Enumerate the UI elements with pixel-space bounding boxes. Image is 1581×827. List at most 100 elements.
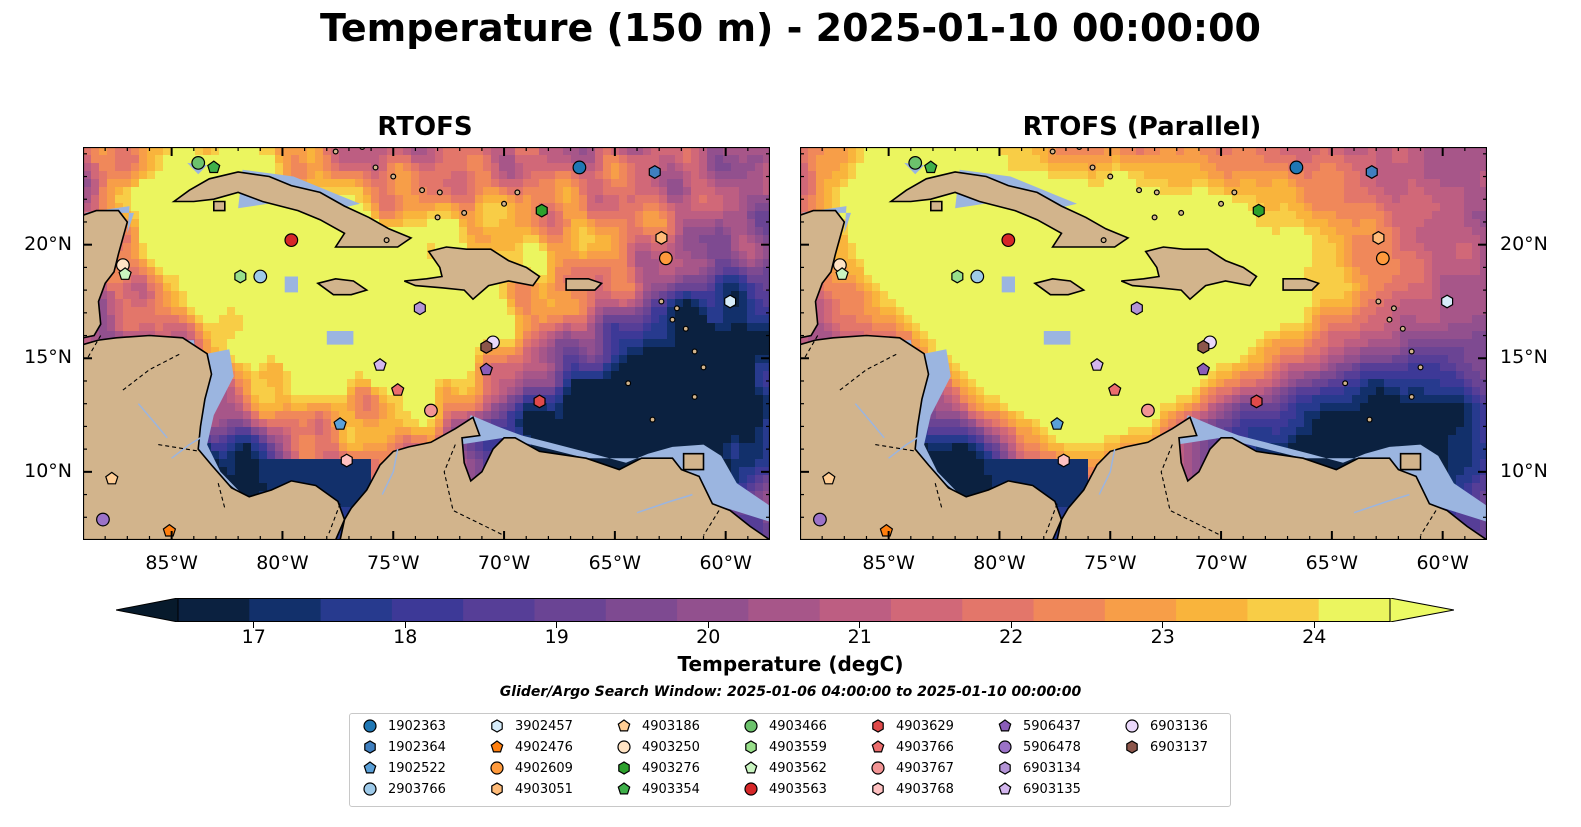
pentagon-marker-icon (998, 782, 1012, 795)
lat-tick-label: 10°N (1500, 459, 1548, 482)
obs-1902363 (1289, 160, 1304, 175)
obs-2903766 (970, 269, 985, 284)
colorbar-tick-label: 19 (544, 626, 569, 648)
land-central-america (83, 334, 346, 540)
land-hispaniola (1120, 246, 1258, 301)
legend-label: 1902363 (388, 718, 446, 734)
colorbar-tick-label: 22 (999, 626, 1024, 648)
colorbar-tick-label: 24 (1302, 626, 1327, 648)
obs-4903768 (1057, 453, 1070, 468)
legend-item: 6903135 (995, 780, 1081, 798)
obs-4903766 (390, 383, 405, 396)
legend-marker (744, 782, 758, 796)
obs-4903768 (340, 453, 353, 468)
obs-4903186 (822, 471, 836, 485)
colorbar-tick-mark (859, 622, 861, 628)
legend-label: 4903559 (769, 739, 827, 755)
obs-4903466 (191, 156, 206, 170)
obs-4903563 (1001, 233, 1016, 248)
legend-marker (363, 782, 377, 796)
pentagon-marker-icon (744, 761, 758, 774)
legend-label: 4902476 (515, 739, 573, 755)
colorbar-swatch (249, 598, 322, 622)
obs-6903137 (480, 339, 493, 354)
land-yucatan (83, 209, 129, 339)
legend-marker (617, 719, 631, 732)
legend-item: 4903767 (868, 759, 954, 777)
legend-label: 1902364 (388, 739, 446, 755)
legend-item: 4903768 (868, 780, 954, 798)
lat-tick-label: 15°N (1500, 346, 1548, 369)
obs-6903134 (413, 301, 426, 316)
legend-label: 4902609 (515, 760, 573, 776)
obs-4903466 (908, 156, 923, 170)
legend-label: 4903354 (642, 781, 700, 797)
land-trinidad (1399, 452, 1422, 471)
obs-1902363 (572, 160, 587, 175)
lat-tick-label: 10°N (24, 459, 72, 482)
search-window-text: Glider/Argo Search Window: 2025-01-06 04… (499, 684, 1082, 700)
colorbar-over-arrow (1389, 598, 1454, 622)
legend-label: 4903768 (896, 781, 954, 797)
legend-item: 4903562 (741, 759, 827, 777)
rivers (137, 403, 693, 514)
legend-label: 6903134 (1023, 760, 1081, 776)
lat-tick-label: 20°N (24, 232, 72, 255)
legend-item: 4903766 (868, 738, 954, 756)
hexagon-marker-icon (745, 740, 757, 754)
legend-item: 6903134 (995, 759, 1081, 777)
colorbar-swatch (819, 598, 892, 622)
legend-label: 4903562 (769, 760, 827, 776)
observation-markers (96, 156, 737, 537)
legend-item: 4902476 (487, 738, 573, 756)
obs-6903135 (373, 358, 387, 371)
lon-tick-label: 60°W (699, 552, 752, 574)
legend-item: 4903629 (868, 717, 954, 735)
pentagon-marker-icon (617, 719, 631, 732)
map-panel-rtofs (83, 147, 770, 540)
lon-tick-label: 80°W (973, 552, 1026, 574)
colorbar-swatch (320, 598, 393, 622)
panel-title-rtofs: RTOFS (377, 112, 473, 142)
colorbar-tick-label: 18 (393, 626, 418, 648)
obs-4903563 (284, 233, 299, 248)
legend-label: 4903276 (642, 760, 700, 776)
legend-label: 1902522 (388, 760, 446, 776)
legend-label: 4903767 (896, 760, 954, 776)
legend-label: 6903137 (1150, 739, 1208, 755)
observation-markers (813, 156, 1454, 537)
legend-marker (744, 761, 758, 774)
obs-4903354 (924, 160, 938, 174)
obs-6903137 (1197, 339, 1210, 354)
colorbar-tick-label: 21 (847, 626, 872, 648)
obs-4903767 (424, 403, 438, 418)
colorbar-swatch (178, 598, 250, 622)
legend-marker (1126, 740, 1138, 754)
legend-item: 4903276 (614, 759, 700, 777)
obs-6903135 (1090, 358, 1104, 371)
obs-5906437 (1196, 362, 1211, 376)
legend-marker (618, 761, 630, 775)
circle-marker-icon (744, 782, 758, 796)
legend-label: 2903766 (388, 781, 446, 797)
country-borders (86, 335, 720, 536)
colorbar-swatch (1318, 598, 1391, 622)
obs-1902522 (333, 417, 347, 430)
obs-4903562 (835, 267, 849, 280)
obs-4903559 (951, 269, 964, 284)
lon-tick-label: 80°W (256, 552, 309, 574)
obs-6903134 (1130, 301, 1143, 316)
obs-1902364 (648, 165, 661, 179)
land-cuba (171, 171, 413, 248)
legend-marker (998, 740, 1012, 754)
legend-item: 4903466 (741, 717, 827, 735)
obs-2903766 (253, 269, 268, 284)
obs-5906478 (813, 512, 827, 527)
land (83, 171, 770, 540)
colorbar-swatch (677, 598, 749, 622)
legend-label: 6903135 (1023, 781, 1081, 797)
obs-4903766 (1107, 383, 1122, 396)
land-central-america (800, 334, 1063, 540)
figure-title: Temperature (150 m) - 2025-01-10 00:00:0… (319, 6, 1261, 50)
islands (332, 147, 707, 423)
